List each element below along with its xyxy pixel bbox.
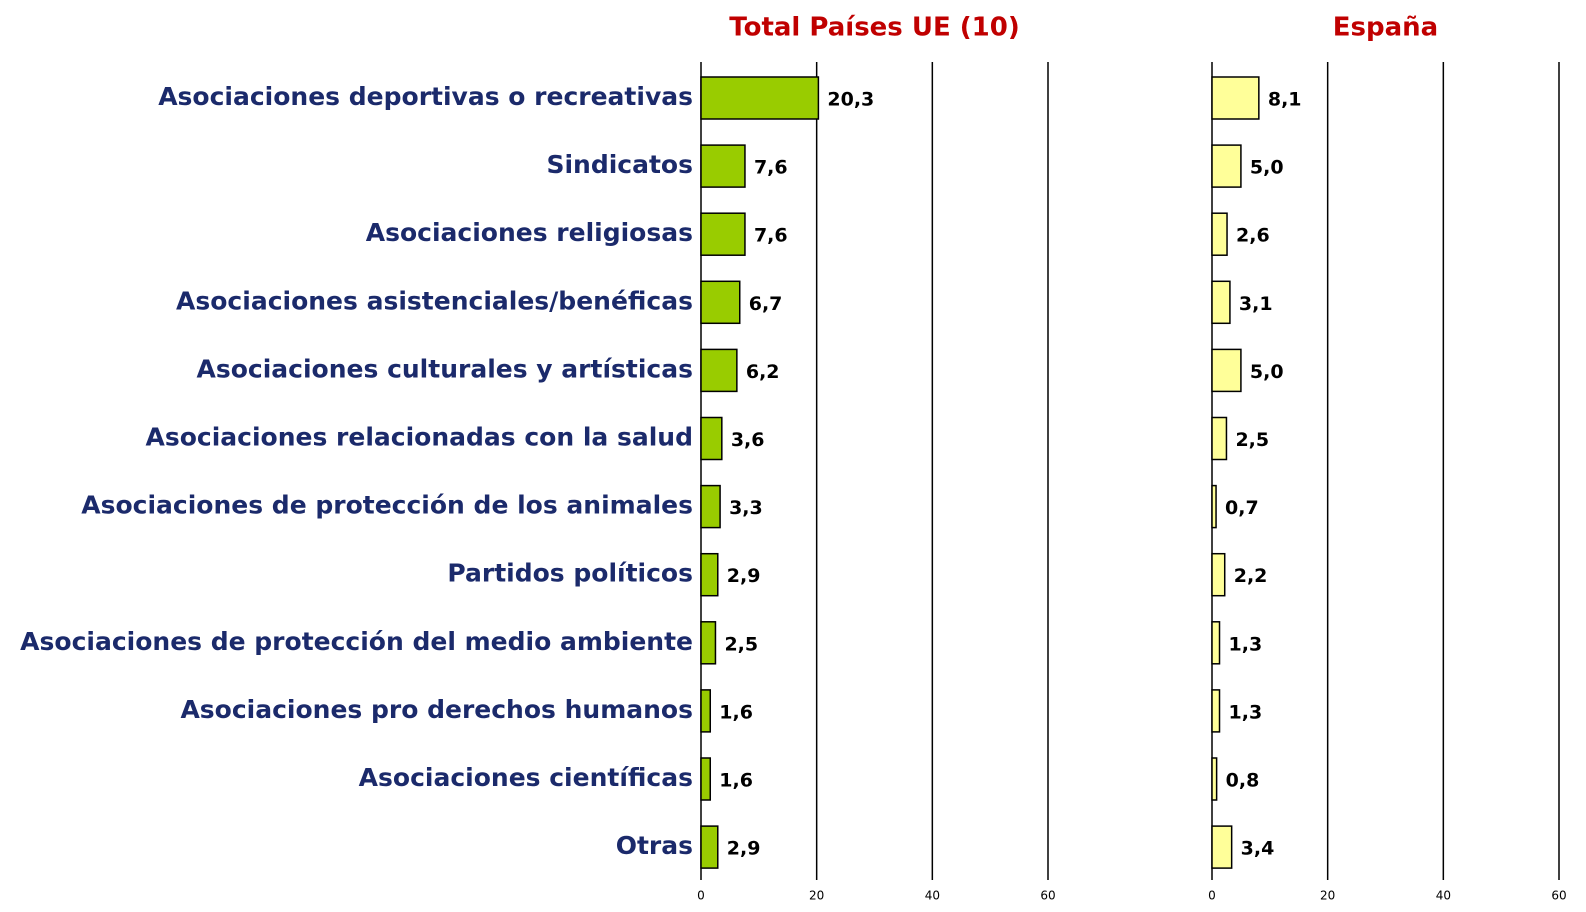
value-label: 6,2 [746,361,780,383]
bar [700,484,721,529]
chart-title: Total Países UE (10) [729,13,1019,43]
x-tick-label: 20 [809,889,824,903]
bar [700,825,719,869]
value-label: 1,6 [719,701,753,723]
category-label: Sindicatos [546,150,693,179]
category-label: Partidos políticos [447,559,693,588]
bar [700,621,717,665]
bar [700,212,746,256]
value-label: 1,3 [1229,633,1263,655]
category-label: Asociaciones religiosas [366,218,693,247]
bar [1211,621,1221,665]
value-label: 3,3 [729,497,763,519]
bar [1211,689,1221,733]
bar [1211,76,1260,120]
x-tick-label: 60 [1040,889,1055,903]
value-label: 1,6 [719,770,753,792]
value-label: 1,3 [1229,701,1263,723]
value-label: 2,6 [1236,225,1270,247]
x-tick-label: 40 [925,889,940,903]
value-label: 5,0 [1250,157,1284,179]
category-label: Asociaciones de protección del medio amb… [20,627,693,656]
bar [1211,825,1233,869]
value-label: 0,8 [1226,770,1260,792]
bar [1211,280,1231,325]
bar [1211,552,1226,597]
value-label: 20,3 [827,89,874,111]
x-tick-label: 60 [1551,889,1566,903]
value-label: 3,6 [731,429,765,451]
bar [700,757,712,801]
category-label: Asociaciones culturales y artísticas [197,354,694,383]
bar [1211,757,1218,801]
value-label: 3,1 [1239,293,1273,315]
x-tick-label: 0 [1208,889,1216,903]
category-label: Asociaciones relacionadas con la salud [145,423,693,452]
value-label: 5,0 [1250,361,1284,383]
bar [700,280,741,325]
bar [1211,416,1228,461]
value-label: 6,7 [749,293,783,315]
value-label: 7,6 [754,225,788,247]
bar [700,689,712,733]
bar [700,552,719,597]
bar [1211,484,1217,529]
value-label: 0,7 [1225,497,1259,519]
category-label: Asociaciones de protección de los animal… [81,491,693,520]
value-label: 2,2 [1234,565,1268,587]
bar [1211,144,1242,188]
value-label: 3,4 [1241,838,1275,860]
category-label: Asociaciones pro derechos humanos [180,695,693,724]
category-label: Asociaciones científicas [359,763,693,792]
value-label: 2,9 [727,838,761,860]
category-label: Asociaciones deportivas o recreativas [158,82,693,111]
bar [1211,348,1242,393]
category-label: Otras [616,831,693,860]
value-label: 2,5 [1235,429,1269,451]
chart-title: España [1333,13,1438,43]
value-label: 8,1 [1268,89,1302,111]
value-label: 7,6 [754,157,788,179]
x-tick-label: 20 [1320,889,1335,903]
x-tick-label: 40 [1436,889,1451,903]
bar [700,76,820,120]
value-label: 2,5 [724,633,758,655]
bar [1211,212,1228,256]
category-label: Asociaciones asistenciales/benéficas [176,286,693,315]
x-tick-label: 0 [697,889,705,903]
bar [700,416,723,461]
bar [700,348,738,393]
bar [700,144,746,188]
value-label: 2,9 [727,565,761,587]
